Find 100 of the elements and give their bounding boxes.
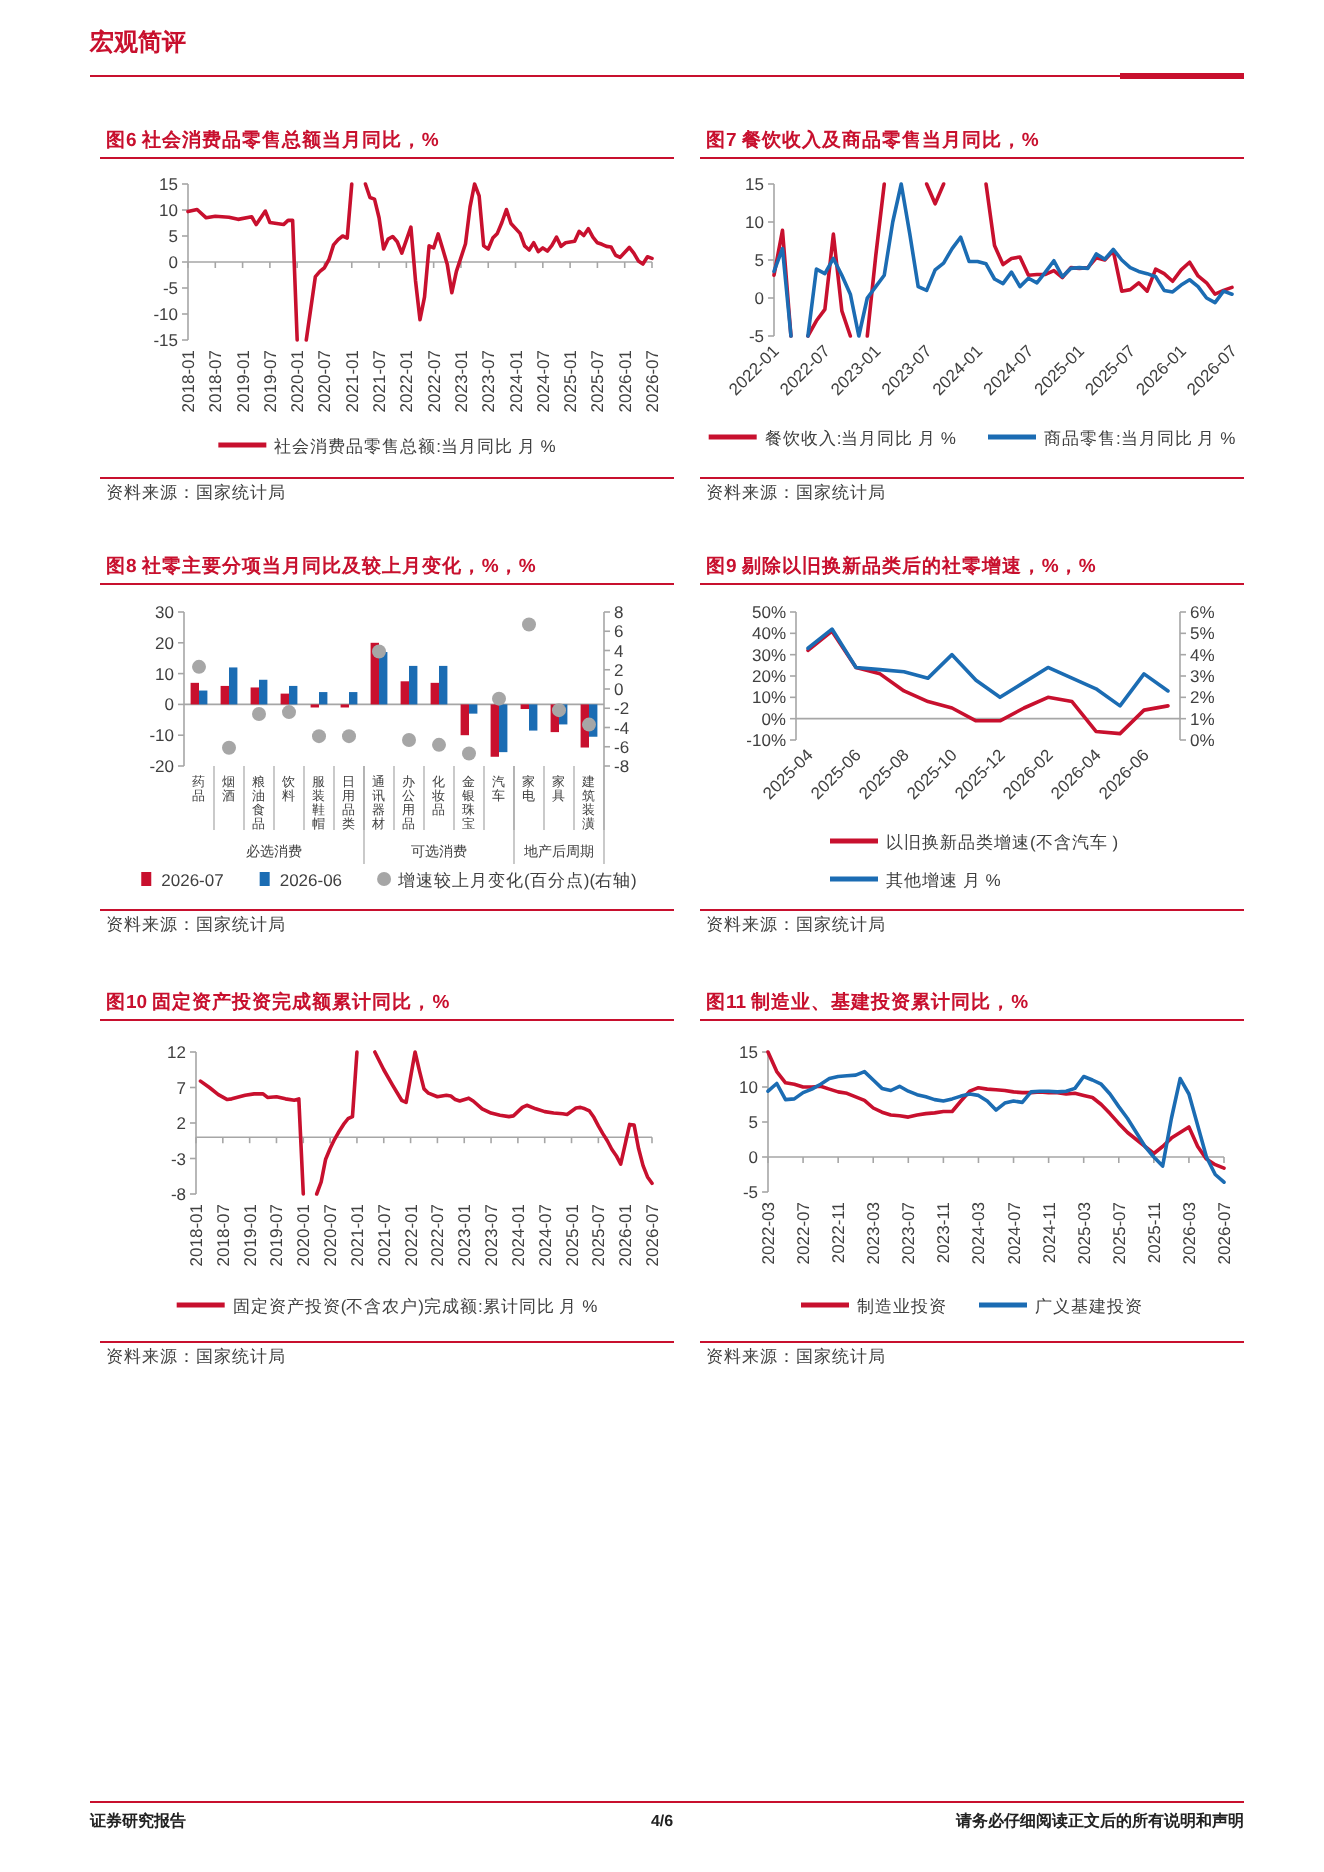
y-tick-label: 15: [739, 1042, 759, 1062]
x-tick-label: 2021-01: [346, 1203, 367, 1267]
x-tick-label: 2021-07: [369, 349, 390, 413]
x-tick-label: 2019-07: [266, 1203, 287, 1267]
y-tick-label: 5: [168, 226, 179, 246]
text: 宏观简评: [88, 28, 186, 56]
y-tick-label: 0: [164, 694, 175, 715]
x-tick-label: 2018-01: [186, 1203, 206, 1267]
y-tick-label: 12: [167, 1042, 187, 1062]
x-tick-label: 2026-07: [1214, 1201, 1234, 1265]
x-tick-label: 2025-01: [560, 349, 581, 413]
y-tick-label: -3: [170, 1148, 187, 1169]
x-tick-label: 2021-07: [373, 1203, 394, 1267]
y-tick-label: 10: [159, 200, 179, 220]
y-tick-label: 10: [739, 1077, 759, 1097]
y-tick-label: 15: [745, 174, 765, 194]
x-tick-label: 2025-01: [561, 1203, 582, 1267]
y-tick-label: 30: [155, 602, 175, 622]
x-tick-label: 2026-01: [614, 349, 635, 413]
text: 资料来源：国家统计局: [106, 914, 286, 934]
y2-tick-label: 2%: [1190, 687, 1216, 708]
x-tick-label: 2019-07: [259, 349, 280, 413]
y2-tick-label: 8: [614, 602, 624, 622]
chart-title: 图6 社会消费品零售总额当月同比，%: [106, 128, 440, 152]
x-tick-label: 2020-01: [287, 349, 308, 413]
text: 请务必仔细阅读正文后的所有说明和声明: [954, 1812, 1244, 1830]
x-tick-label: 2026-03: [1178, 1201, 1199, 1265]
x-tick-label: 2019-01: [239, 1203, 260, 1267]
x-tick-label: 2025-11: [1143, 1201, 1164, 1264]
x-tick-label: 2023-07: [478, 349, 499, 413]
y2-tick-label: 1%: [1190, 708, 1216, 729]
y-tick-label: 20: [155, 632, 175, 653]
x-tick-label: 2024-03: [968, 1201, 989, 1265]
text: 资料来源：国家统计局: [706, 482, 886, 502]
y-tick-label: -5: [162, 278, 179, 298]
chart-title: 图7 餐饮收入及商品零售当月同比，%: [706, 128, 1040, 152]
text: 资料来源：国家统计局: [706, 914, 886, 934]
y2-tick-label: -6: [614, 736, 630, 757]
x-tick-label: 2025-07: [1108, 1201, 1129, 1265]
x-tick-label: 2022-01: [396, 349, 417, 413]
text: 4/6: [650, 1812, 675, 1830]
chart-title: 图11 制造业、基建投资累计同比，%: [706, 990, 1030, 1014]
x-tick-label: 2024-07: [1003, 1201, 1024, 1265]
y-tick-label: 5: [754, 250, 765, 270]
y2-tick-label: 4%: [1190, 644, 1216, 665]
y-tick-label: -10: [149, 725, 175, 746]
y2-tick-label: 4: [614, 640, 624, 661]
y2-tick-label: 0: [614, 679, 624, 699]
legend-label: 制造业投资: [857, 1296, 947, 1316]
x-tick-label: 2022-07: [427, 1203, 448, 1267]
y2-tick-label: 6: [614, 621, 624, 642]
x-tick-label: 2022-11: [828, 1201, 849, 1264]
y2-tick-label: 0%: [1190, 730, 1216, 750]
y-tick-label: -10%: [746, 730, 787, 750]
y2-tick-label: -4: [614, 717, 630, 738]
legend-label: 2026-06: [279, 870, 343, 890]
x-tick-label: 2023-01: [450, 349, 471, 413]
legend-label: 社会消费品零售总额:当月同比 月 %: [274, 436, 557, 456]
x-tick-label: 2018-07: [205, 349, 226, 413]
y-tick-label: 10: [155, 663, 175, 684]
legend-label: 固定资产投资(不含农户)完成额:累计同比 月 %: [232, 1296, 599, 1316]
chart-title: 图9 剔除以旧换新品类后的社零增速，%，%: [706, 554, 1097, 578]
x-tick-label: 2024-01: [507, 1203, 528, 1267]
y-tick-label: 5: [748, 1112, 759, 1132]
y-tick-label: -5: [748, 326, 765, 346]
x-tick-label: 2025-07: [587, 349, 608, 413]
x-tick-label: 2018-01: [178, 349, 198, 413]
x-tick-label: 2023-11: [933, 1201, 954, 1264]
x-tick-label: 2020-07: [320, 1203, 341, 1267]
y2-tick-label: -2: [614, 698, 630, 719]
y-tick-label: 0: [754, 288, 765, 308]
x-tick-label: 2024-01: [505, 349, 526, 413]
y2-tick-label: 3%: [1190, 666, 1216, 686]
y-tick-label: -20: [149, 756, 175, 776]
y-tick-label: -15: [153, 330, 179, 350]
y-tick-label: -8: [170, 1184, 187, 1204]
x-tick-label: 2024-07: [534, 1203, 555, 1267]
y-tick-label: 40%: [751, 623, 787, 644]
x-tick-label: 2023-03: [863, 1201, 884, 1265]
chart-title: 图10 固定资产投资完成额累计同比，%: [106, 990, 451, 1014]
y-tick-label: 15: [159, 174, 179, 194]
x-tick-label: 2026-07: [642, 349, 662, 413]
x-tick-label: 2024-11: [1038, 1201, 1059, 1264]
x-tick-label: 2023-01: [454, 1203, 475, 1267]
legend-label: 以旧换新品类增速(不含汽车 ): [886, 832, 1119, 852]
y-tick-label: 7: [176, 1077, 187, 1098]
text: 资料来源：国家统计局: [706, 1346, 886, 1366]
x-tick-label: 2022-03: [758, 1201, 778, 1265]
chart-title: 图8 社零主要分项当月同比及较上月变化，%，%: [106, 554, 537, 578]
x-tick-label: 2026-07: [642, 1203, 662, 1267]
x-tick-label: 2024-07: [532, 349, 553, 413]
x-tick-label: 2026-01: [615, 1203, 636, 1267]
y2-tick-label: -8: [614, 756, 630, 776]
text: 资料来源：国家统计局: [106, 482, 286, 502]
x-tick-label: 2025-07: [588, 1203, 609, 1267]
x-tick-label: 2023-07: [898, 1201, 919, 1265]
y-tick-label: -10: [153, 304, 179, 324]
y-tick-label: 10: [745, 212, 765, 232]
x-tick-label: 2021-01: [341, 349, 362, 413]
x-tick-label: 2022-07: [423, 349, 444, 413]
